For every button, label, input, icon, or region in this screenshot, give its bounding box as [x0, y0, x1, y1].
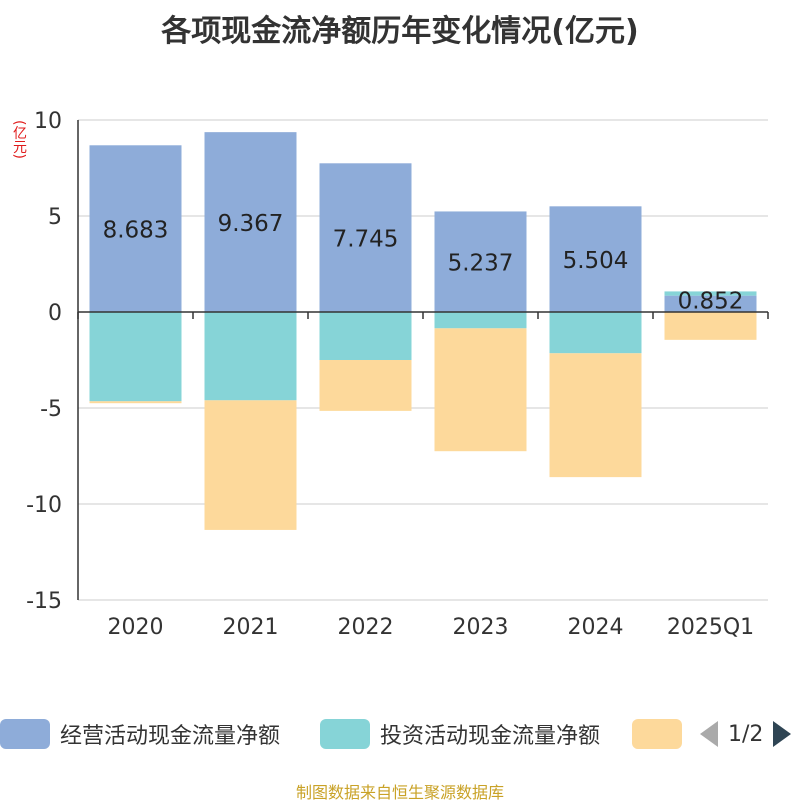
data-label: 7.745: [333, 227, 399, 253]
legend-swatch-financing: [632, 719, 682, 749]
source-note: 制图数据来自恒生聚源数据库: [295, 783, 504, 802]
bar-2023-series-0: [434, 211, 527, 312]
x-tick-label: 2021: [223, 615, 279, 640]
bar-2024-series-0: [549, 206, 642, 312]
pager-next-icon[interactable]: [773, 721, 792, 747]
data-label: 5.237: [448, 251, 514, 277]
x-tick-label: 2024: [568, 615, 624, 640]
x-tick-label: 2025Q1: [667, 615, 754, 640]
legend: 经营活动现金流量净额 投资活动现金流量净额: [0, 716, 800, 756]
data-label: 0.852: [678, 289, 744, 315]
legend-item-operating[interactable]: 经营活动现金流量净额: [0, 716, 280, 752]
legend-swatch-operating: [0, 719, 50, 749]
y-tick-label: -15: [26, 589, 62, 614]
data-label: 9.367: [218, 211, 284, 237]
bar-2020-series-1: [89, 312, 182, 402]
legend-label-investing: 投资活动现金流量净额: [380, 724, 601, 749]
bar-2023-series-2: [434, 328, 527, 452]
data-label: 5.504: [563, 248, 629, 274]
pager-page-indicator: 1/2: [728, 721, 764, 747]
y-tick-label: -5: [40, 397, 62, 422]
bar-2021-series-2: [204, 400, 297, 530]
data-label: 8.683: [103, 218, 169, 244]
bar-2022-series-1: [319, 312, 412, 360]
legend-item-investing[interactable]: 投资活动现金流量净额: [320, 716, 600, 752]
y-tick-label: 0: [48, 301, 62, 326]
pager-prev-icon[interactable]: [700, 721, 718, 747]
bar-2021-series-0: [204, 132, 297, 312]
legend-label-operating: 经营活动现金流量净额: [60, 724, 281, 749]
legend-item-financing[interactable]: [632, 716, 692, 752]
x-tick-label: 2022: [338, 615, 394, 640]
y-tick-label: 5: [48, 205, 62, 230]
bar-2022-series-0: [319, 163, 412, 312]
bar-2023-series-1: [434, 312, 527, 329]
legend-swatch-investing: [320, 719, 370, 749]
bar-2024-series-2: [549, 353, 642, 478]
y-tick-label: -10: [26, 493, 62, 518]
bar-2020-series-2: [89, 401, 182, 404]
legend-pager: 1/2: [700, 716, 792, 752]
chart-title: 各项现金流净额历年变化情况(亿元): [161, 14, 639, 49]
bar-2025Q1-series-2: [664, 312, 757, 340]
bar-2025Q1-series-0: [664, 295, 757, 312]
x-tick-label: 2020: [108, 615, 164, 640]
y-axis-unit-label: (亿元): [11, 120, 27, 159]
bar-2024-series-1: [549, 312, 642, 354]
bar-2021-series-1: [204, 312, 297, 401]
bar-2025Q1-series-1: [664, 291, 757, 296]
y-tick-label: 10: [34, 109, 62, 134]
bar-2022-series-2: [319, 360, 412, 411]
chart-plot: 10 5 0 -5 -10 -15 8.683 9.367 7.745 5.237 5.504 0.8…: [26, 109, 769, 640]
x-tick-label: 2023: [453, 615, 509, 640]
bar-2020-series-0: [89, 145, 182, 312]
